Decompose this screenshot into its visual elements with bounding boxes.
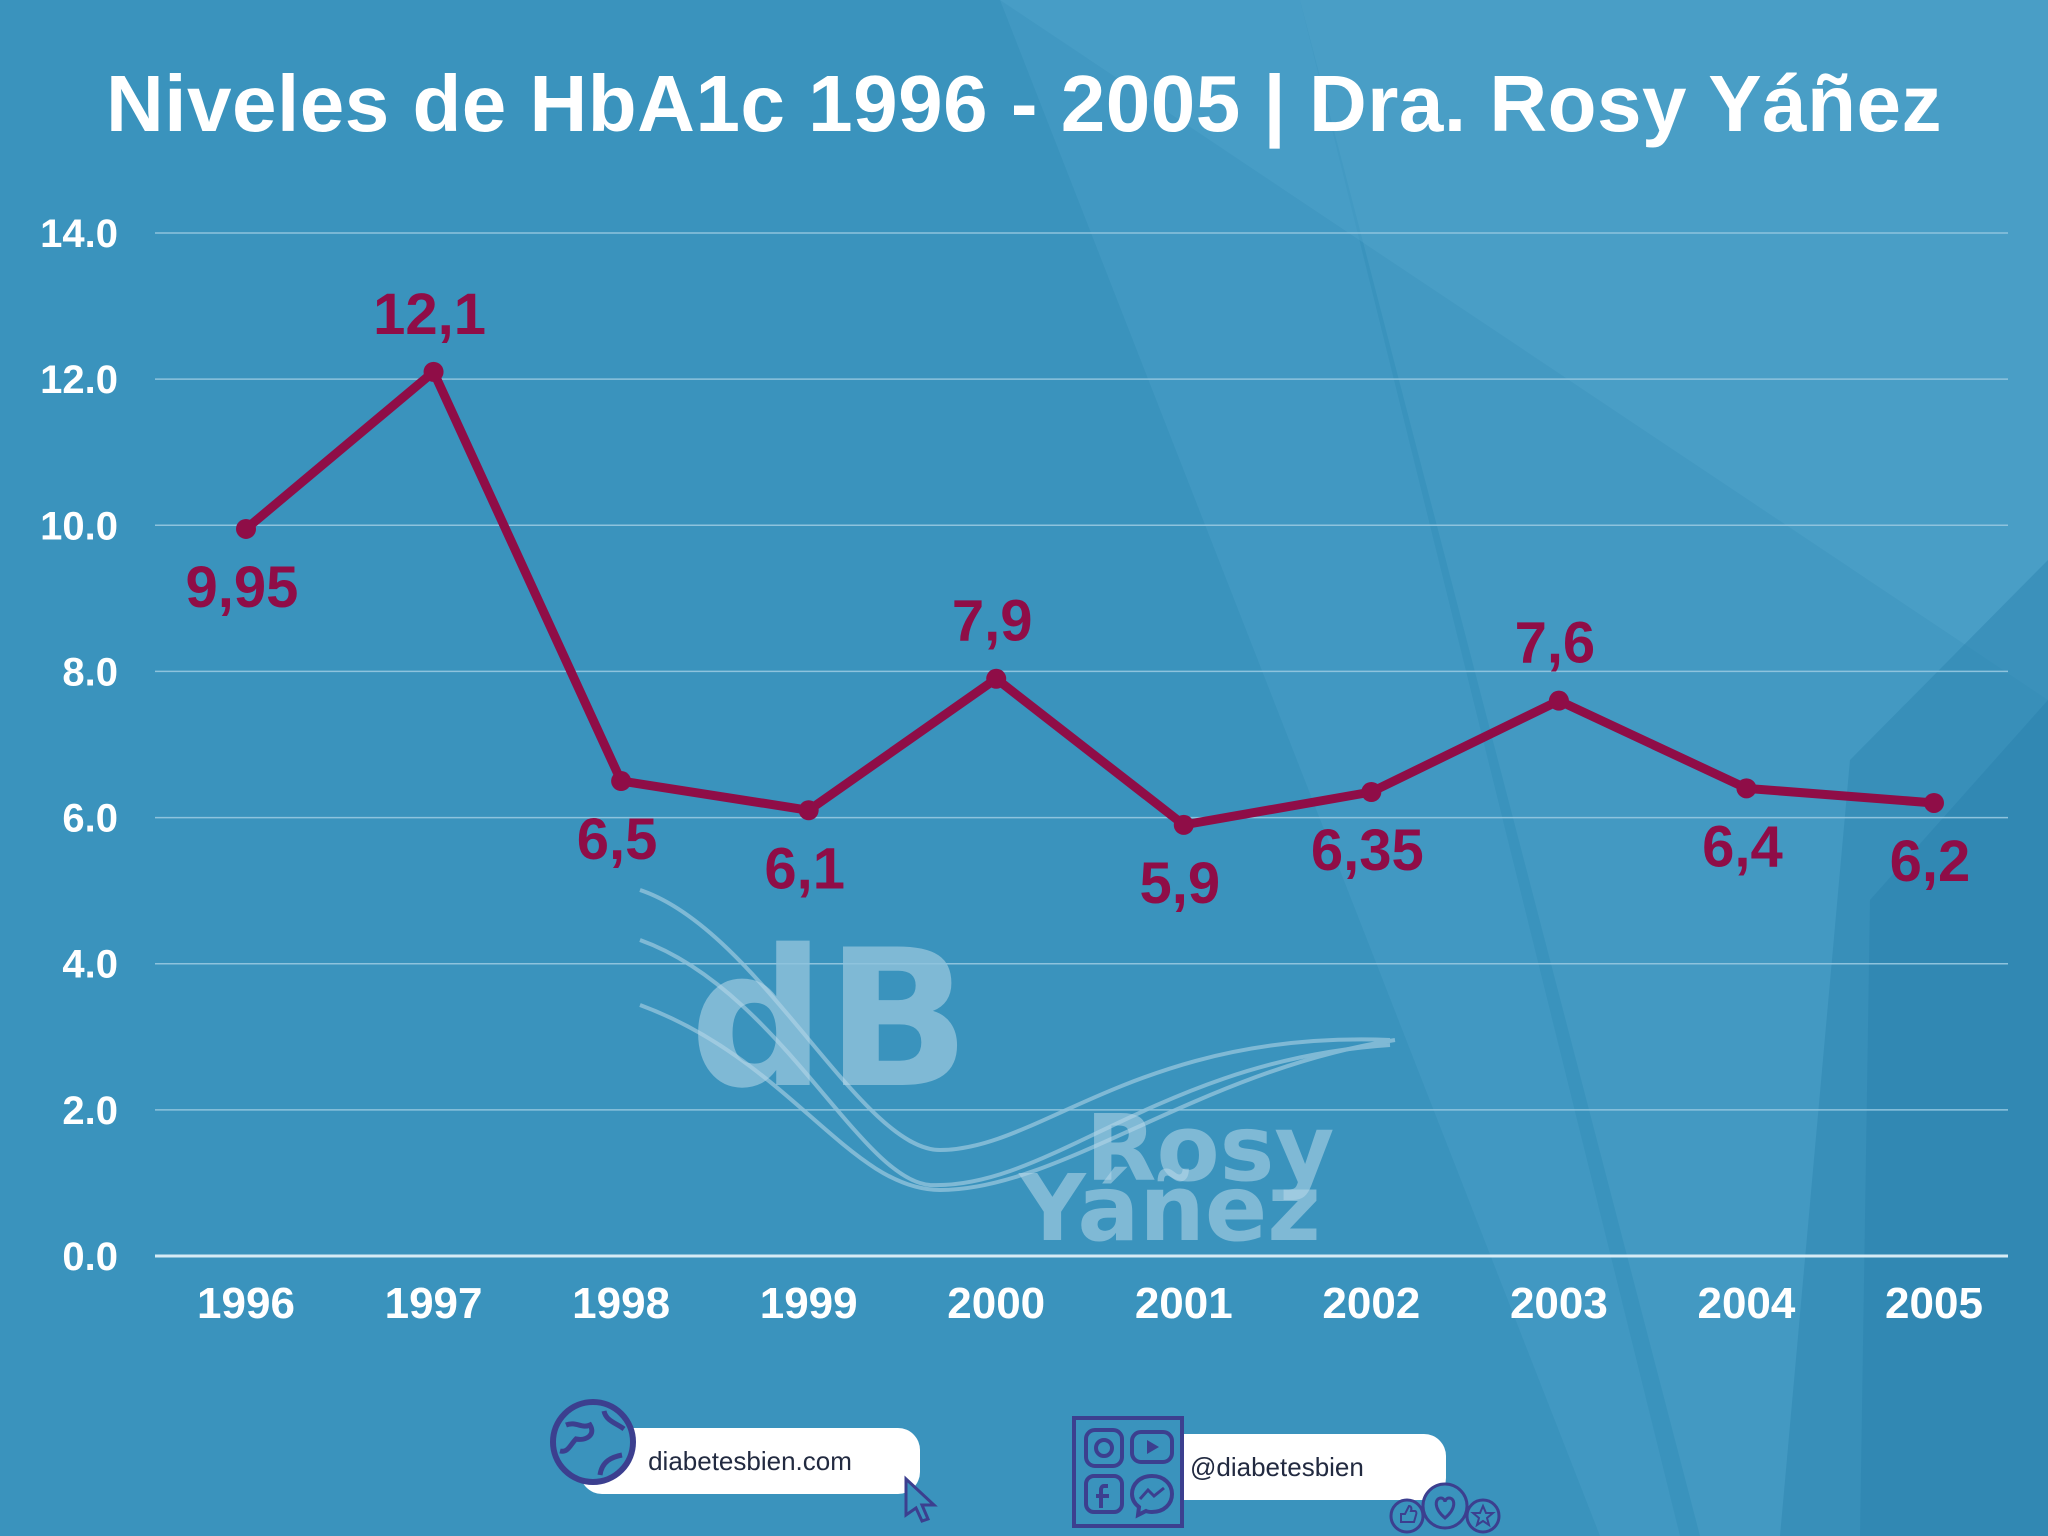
watermark-logo-text: dB bbox=[690, 909, 971, 1130]
watermark-logo: dB Rosy Yáñez bbox=[639, 888, 1396, 1262]
data-point bbox=[798, 800, 819, 821]
facebook-icon bbox=[1084, 1474, 1124, 1514]
y-tick-label: 8.0 bbox=[62, 650, 118, 694]
data-label: 6,2 bbox=[1890, 829, 1971, 894]
x-tick-label: 2001 bbox=[1135, 1279, 1233, 1328]
x-tick-label: 1999 bbox=[760, 1279, 858, 1328]
x-tick-label: 2005 bbox=[1885, 1279, 1983, 1328]
watermark-name-line2: Yáñez bbox=[1018, 1155, 1321, 1262]
x-tick-label: 2000 bbox=[947, 1279, 1045, 1328]
data-label: 7,6 bbox=[1515, 611, 1596, 676]
y-tick-label: 12.0 bbox=[40, 358, 118, 402]
data-label: 7,9 bbox=[952, 589, 1033, 654]
y-tick-label: 10.0 bbox=[40, 504, 118, 548]
x-tick-label: 1998 bbox=[572, 1279, 670, 1328]
y-tick-label: 14.0 bbox=[40, 212, 118, 256]
data-point bbox=[611, 771, 632, 792]
data-point bbox=[1361, 781, 1382, 802]
y-tick-label: 2.0 bbox=[62, 1089, 118, 1133]
data-point bbox=[236, 518, 256, 539]
y-tick-label: 6.0 bbox=[62, 797, 118, 841]
watermark-name-line1: Rosy bbox=[1086, 1095, 1335, 1202]
data-label: 6,4 bbox=[1702, 814, 1783, 879]
data-point bbox=[986, 668, 1007, 689]
website-text: diabetesbien.com bbox=[648, 1445, 852, 1476]
y-tick-label: 4.0 bbox=[62, 943, 118, 987]
website-pill[interactable]: diabetesbien.com bbox=[580, 1428, 920, 1494]
data-point bbox=[1736, 778, 1757, 799]
x-tick-label: 2003 bbox=[1510, 1279, 1608, 1328]
y-tick-label: 0.0 bbox=[62, 1235, 118, 1279]
x-tick-label: 1997 bbox=[385, 1279, 483, 1328]
social-icons bbox=[1072, 1416, 1184, 1528]
social-handle-text: @diabetesbien bbox=[1190, 1451, 1364, 1482]
chart-title: Niveles de HbA1c 1996 - 2005 | Dra. Rosy… bbox=[106, 59, 1942, 148]
data-label: 6,5 bbox=[577, 807, 658, 872]
data-point bbox=[423, 361, 444, 382]
data-point bbox=[1548, 690, 1569, 711]
data-label: 6,1 bbox=[764, 836, 845, 901]
data-label: 5,9 bbox=[1139, 851, 1220, 916]
messenger-icon bbox=[1129, 1473, 1175, 1519]
x-tick-label: 2002 bbox=[1322, 1279, 1420, 1328]
data-point bbox=[1924, 792, 1944, 813]
globe-icon bbox=[550, 1399, 636, 1485]
instagram-icon bbox=[1084, 1428, 1124, 1468]
series-line bbox=[241, 367, 1939, 830]
x-tick-label: 1996 bbox=[197, 1279, 295, 1328]
cursor-icon bbox=[904, 1475, 938, 1523]
youtube-icon bbox=[1130, 1430, 1174, 1464]
x-tick-label: 2004 bbox=[1697, 1279, 1795, 1328]
data-point bbox=[1173, 814, 1194, 835]
data-label: 6,35 bbox=[1311, 818, 1424, 883]
data-label: 9,95 bbox=[186, 555, 299, 620]
data-label: 12,1 bbox=[373, 282, 486, 347]
reactions-icon bbox=[1389, 1482, 1501, 1534]
